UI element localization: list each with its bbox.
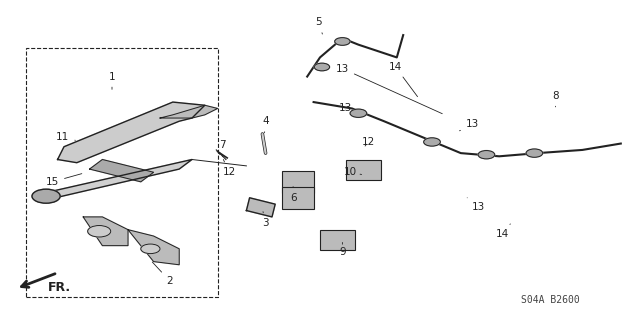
FancyBboxPatch shape	[282, 171, 314, 193]
Text: S04A B2600: S04A B2600	[521, 295, 580, 305]
Polygon shape	[42, 160, 192, 201]
FancyBboxPatch shape	[320, 230, 355, 250]
Circle shape	[32, 189, 60, 203]
Text: 12: 12	[362, 137, 374, 147]
Circle shape	[141, 244, 160, 254]
Text: 13: 13	[339, 103, 355, 114]
Polygon shape	[128, 230, 179, 265]
Circle shape	[526, 149, 543, 157]
Text: 9: 9	[339, 242, 346, 257]
Polygon shape	[246, 198, 275, 217]
Circle shape	[88, 226, 111, 237]
Text: 14: 14	[496, 224, 510, 240]
Polygon shape	[58, 102, 205, 163]
Text: 11: 11	[56, 132, 76, 142]
Circle shape	[314, 63, 330, 71]
Text: 12: 12	[223, 160, 236, 177]
Text: 1: 1	[109, 71, 115, 89]
Text: 5: 5	[316, 17, 323, 34]
Text: 13: 13	[460, 119, 479, 131]
Circle shape	[350, 109, 367, 117]
Text: 6: 6	[290, 187, 296, 203]
Text: FR.: FR.	[48, 281, 71, 293]
Text: 2: 2	[152, 262, 173, 286]
Polygon shape	[90, 160, 154, 182]
Text: 13: 13	[336, 63, 442, 114]
Text: 15: 15	[46, 174, 82, 187]
Text: 7: 7	[220, 140, 226, 154]
Circle shape	[424, 138, 440, 146]
FancyBboxPatch shape	[282, 187, 314, 209]
Text: 10: 10	[344, 167, 362, 177]
Polygon shape	[160, 105, 218, 118]
Circle shape	[478, 151, 495, 159]
Circle shape	[335, 38, 350, 45]
Text: 4: 4	[262, 116, 269, 133]
Text: 8: 8	[552, 91, 559, 107]
Text: 13: 13	[467, 198, 485, 212]
Text: 3: 3	[262, 212, 269, 228]
FancyBboxPatch shape	[346, 160, 381, 180]
Polygon shape	[83, 217, 128, 246]
Text: 14: 14	[389, 62, 417, 97]
